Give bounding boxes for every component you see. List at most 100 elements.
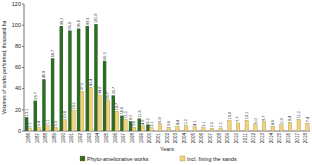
- x-tick-label: 1997: [121, 133, 126, 144]
- bar: [202, 128, 205, 131]
- data-label: 7.7: [236, 117, 240, 122]
- bar: [280, 125, 283, 131]
- data-label: 19.2: [72, 102, 76, 109]
- data-label: 3.6: [167, 121, 171, 126]
- bar: [132, 127, 135, 131]
- bar: [141, 126, 144, 131]
- data-label: 33.7: [112, 87, 116, 94]
- x-tick-label: 1987: [35, 133, 40, 144]
- x-tick-label: 2005: [191, 133, 196, 144]
- data-label: 13.1: [25, 109, 29, 116]
- data-label: 6.9: [158, 117, 162, 122]
- bar: [210, 128, 213, 131]
- bar: [115, 111, 118, 131]
- data-label: 6.0: [254, 118, 258, 123]
- bar: [167, 127, 170, 131]
- data-label: 2.2: [219, 122, 223, 127]
- x-tick-label: 1996: [113, 133, 118, 144]
- bar: [271, 126, 274, 131]
- data-label: 3.1: [202, 121, 206, 126]
- data-label: 48.9: [42, 71, 46, 78]
- bar: [288, 122, 291, 131]
- y-tick-label: 20: [15, 107, 21, 113]
- bar: [124, 119, 127, 131]
- data-label: 37.5: [80, 83, 84, 90]
- data-label: 8.7: [262, 116, 266, 121]
- bar: [158, 124, 161, 131]
- x-tick-label: 2001: [156, 133, 161, 144]
- data-label: 95.0: [68, 22, 72, 29]
- legend-label: Phyto-ameliorative works: [87, 156, 149, 162]
- data-label: 101.0: [94, 14, 98, 24]
- data-label: 9.2: [129, 115, 133, 120]
- y-tick-label: 100: [12, 22, 21, 28]
- bar: [51, 58, 54, 131]
- y-axis-label: Volumes of works performed, thousand ha: [1, 20, 7, 114]
- x-tick-label: 2014: [269, 133, 274, 144]
- x-axis-label: Years: [160, 146, 174, 152]
- x-tick-label: 2017: [295, 133, 300, 144]
- bar: [254, 125, 257, 131]
- bar: [77, 29, 80, 131]
- data-label: 10.1: [245, 112, 249, 119]
- bar: [86, 26, 89, 131]
- data-label: 10.8: [63, 111, 67, 118]
- data-label: 3.1: [150, 121, 154, 126]
- data-label: 8.4: [288, 116, 292, 121]
- bar: [245, 120, 248, 131]
- data-label: 41.4: [89, 79, 93, 86]
- bar: [46, 126, 49, 131]
- x-tick-label: 1999: [139, 133, 144, 144]
- bar: [94, 24, 97, 131]
- x-tick-label: 2006: [199, 133, 204, 144]
- data-label: 11.8: [138, 110, 142, 117]
- x-tick-label: 1994: [95, 133, 100, 144]
- x-tick-label: 1990: [61, 133, 66, 144]
- data-label: 66.3: [103, 52, 107, 59]
- x-tick-label: 2015: [277, 133, 282, 144]
- bar: [63, 120, 66, 131]
- bar: [28, 129, 31, 131]
- bar: [68, 30, 71, 131]
- bar: [236, 123, 239, 131]
- data-label: 4.1: [193, 120, 197, 125]
- x-tick-label: 2002: [165, 133, 170, 144]
- bar: [184, 125, 187, 131]
- bar: [54, 128, 57, 131]
- data-label: 10.0: [228, 112, 232, 119]
- x-tick-label: 1998: [130, 133, 135, 144]
- x-tick-label: 1992: [78, 133, 83, 144]
- x-tick-label: 2000: [147, 133, 152, 144]
- data-label: 68.7: [51, 50, 55, 57]
- data-label: 2.1: [28, 122, 32, 127]
- data-label: 4.6: [271, 120, 275, 125]
- x-tick-label: 2008: [217, 133, 222, 144]
- legend-swatch: [80, 156, 85, 161]
- x-tick-label: 2009: [225, 133, 230, 144]
- bars: [25, 24, 309, 131]
- bar: [176, 126, 179, 131]
- x-tick-label: 1991: [69, 133, 74, 144]
- data-label: 5.9: [280, 118, 284, 123]
- data-label: 34.0: [98, 87, 102, 94]
- bar: [150, 128, 153, 131]
- bar: [106, 101, 109, 131]
- data-label: 3.4: [37, 121, 41, 126]
- bar: [80, 91, 83, 131]
- data-label: 99.2: [60, 18, 64, 25]
- bar: [112, 95, 115, 131]
- y-tick-label: 60: [15, 64, 21, 70]
- x-tick-label: 2016: [286, 133, 291, 144]
- data-label: 2.5: [210, 122, 214, 127]
- bar: [219, 129, 222, 131]
- data-label: 18.7: [115, 103, 119, 110]
- x-tick-label: 2010: [234, 133, 239, 144]
- data-label: 4.9: [141, 120, 145, 125]
- data-label: 96.8: [77, 20, 81, 27]
- bar: [228, 120, 231, 131]
- legend-label: Incl. fixing the sands: [187, 156, 237, 162]
- y-tick-label: 40: [15, 85, 21, 91]
- x-tick-label: 2004: [182, 133, 187, 144]
- bar: [262, 122, 265, 131]
- x-tick-label: 1993: [87, 133, 92, 144]
